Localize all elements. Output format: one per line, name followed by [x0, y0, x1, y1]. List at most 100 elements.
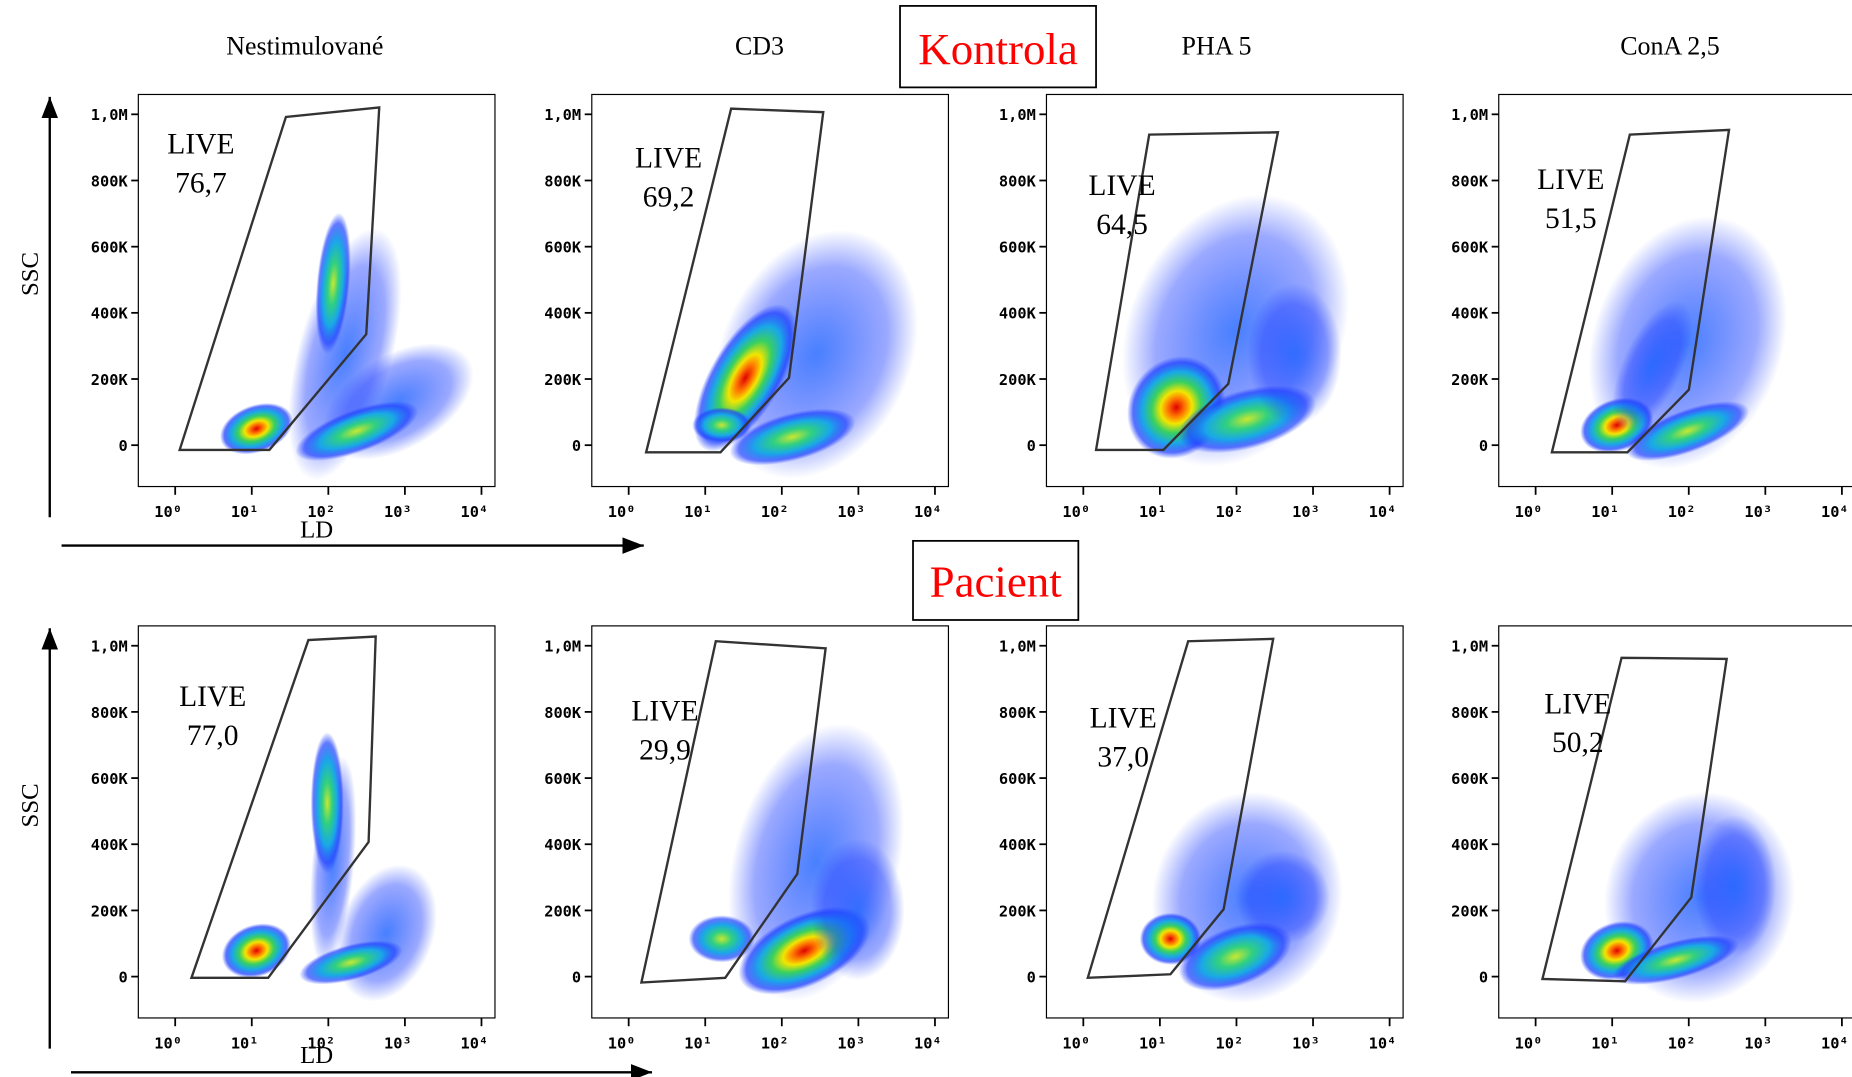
x-tick-label: 10⁰	[608, 1035, 636, 1053]
panel: 0 200K 400K 600K 800K 1,0M 10⁰ 10¹ 10² 10³ 10⁴ LIVE…	[17, 625, 653, 1077]
plot-frame	[137, 93, 496, 488]
density-cloud	[221, 923, 291, 978]
x-tick-label: 10¹	[1139, 1035, 1167, 1053]
gate	[644, 107, 825, 454]
x-tick-label: 10⁴	[461, 1035, 489, 1053]
x-tick-label: 10²	[1668, 1035, 1696, 1053]
x-tick-label: 10²	[307, 503, 335, 521]
x-tick-label: 10³	[837, 503, 865, 521]
gate	[1540, 656, 1729, 983]
gate	[189, 635, 377, 979]
group-label: Kontrola	[918, 24, 1078, 74]
x-tick-label: 10²	[761, 503, 789, 521]
plot-frame	[1045, 625, 1404, 1019]
y-tick-label: 1,0M	[1451, 106, 1488, 124]
density-cloud	[1612, 935, 1739, 985]
x-tick-label: 10⁴	[1821, 1035, 1849, 1053]
gate-name: LIVE	[631, 695, 698, 727]
plot-area	[639, 639, 905, 1001]
y-tick-label: 0	[118, 969, 127, 987]
x-tick-label: 10²	[1216, 503, 1244, 521]
density-cloud	[310, 732, 344, 874]
x-tick-label: 10⁴	[1369, 503, 1397, 521]
gate-percent: 50,2	[1552, 727, 1604, 759]
gate-name: LIVE	[1090, 702, 1157, 734]
x-tick-label: 10³	[384, 503, 412, 521]
x-tick-label: 10⁴	[914, 1035, 942, 1053]
gate-percent: 37,0	[1097, 741, 1149, 773]
plot-area	[1094, 131, 1349, 467]
x-tick-label: 10⁴	[914, 503, 942, 521]
group-box	[899, 5, 1097, 89]
plot-area	[644, 107, 918, 479]
density-cloud	[714, 229, 918, 479]
plot-area	[1550, 128, 1787, 469]
x-tick-label: 10³	[837, 1035, 865, 1053]
x-tick-label: 10²	[761, 1035, 789, 1053]
x-tick-label: 10¹	[684, 503, 712, 521]
x-tick-label: 10³	[1744, 503, 1772, 521]
x-tick-label: 10⁰	[154, 1035, 182, 1053]
density-cloud	[288, 228, 402, 481]
y-tick-label: 200K	[91, 902, 129, 920]
x-tick-label: 10⁰	[1515, 503, 1543, 521]
gate-percent: 64,5	[1096, 209, 1148, 241]
y-tick-label: 1,0M	[999, 638, 1036, 656]
y-tick-label: 600K	[1451, 770, 1489, 788]
gate-name: LIVE	[1537, 164, 1604, 196]
y-tick-label: 800K	[544, 704, 582, 722]
x-tick-label: 10⁴	[461, 503, 489, 521]
gate-percent: 77,0	[187, 720, 239, 752]
y-tick-label: 200K	[91, 371, 129, 389]
gate	[1086, 637, 1275, 980]
gate	[639, 639, 827, 984]
plot-frame	[591, 625, 950, 1019]
x-tick-label: 10³	[1744, 1035, 1772, 1053]
y-tick-label: 600K	[999, 770, 1037, 788]
density-cloud	[220, 402, 293, 455]
y-tick-label: 200K	[544, 902, 582, 920]
y-tick-label: 800K	[91, 704, 129, 722]
gate	[178, 106, 381, 452]
density-cloud	[295, 401, 419, 461]
panel-title: CD3	[735, 31, 784, 60]
panel: 0 200K 400K 600K 800K 1,0M 10⁰ 10¹ 10² 10³ 10⁴ ConA…	[1451, 31, 1852, 521]
y-axis-label: SSC	[17, 783, 44, 827]
y-tick-label: 200K	[1451, 371, 1489, 389]
x-tick-label: 10¹	[1591, 503, 1619, 521]
y-tick-label: 1,0M	[1451, 638, 1488, 656]
panel-title: Nestimulované	[226, 31, 383, 60]
x-tick-label: 10²	[1668, 503, 1696, 521]
y-tick-label: 0	[1027, 969, 1036, 987]
plot-area	[189, 635, 437, 1002]
y-tick-label: 200K	[999, 902, 1037, 920]
group-label: Pacient	[930, 556, 1063, 606]
y-tick-label: 200K	[1451, 902, 1489, 920]
gate	[1550, 128, 1731, 454]
group-box	[912, 539, 1080, 621]
y-tick-label: 0	[1479, 437, 1488, 455]
gate-name: LIVE	[179, 681, 246, 713]
panel-title: PHA 5	[1182, 31, 1252, 60]
gate-name: LIVE	[167, 129, 234, 161]
gate-percent: 69,2	[643, 182, 695, 214]
x-tick-label: 10¹	[1139, 503, 1167, 521]
y-tick-label: 1,0M	[91, 638, 128, 656]
y-tick-label: 0	[572, 969, 581, 987]
y-tick-label: 600K	[544, 239, 582, 257]
y-tick-label: 800K	[999, 704, 1037, 722]
density-cloud	[688, 915, 755, 963]
y-tick-label: 0	[118, 437, 127, 455]
y-tick-label: 600K	[999, 239, 1037, 257]
y-tick-label: 1,0M	[544, 106, 581, 124]
x-tick-label: 10⁰	[154, 503, 182, 521]
x-axis-label: LD	[300, 516, 333, 543]
x-tick-label: 10³	[1292, 1035, 1320, 1053]
y-tick-label: 800K	[1451, 172, 1489, 190]
plot-frame	[1045, 93, 1404, 488]
plot-area	[1086, 637, 1343, 1004]
y-axis-label: SSC	[17, 252, 44, 296]
x-tick-label: 10¹	[1591, 1035, 1619, 1053]
density-cloud	[299, 940, 403, 985]
